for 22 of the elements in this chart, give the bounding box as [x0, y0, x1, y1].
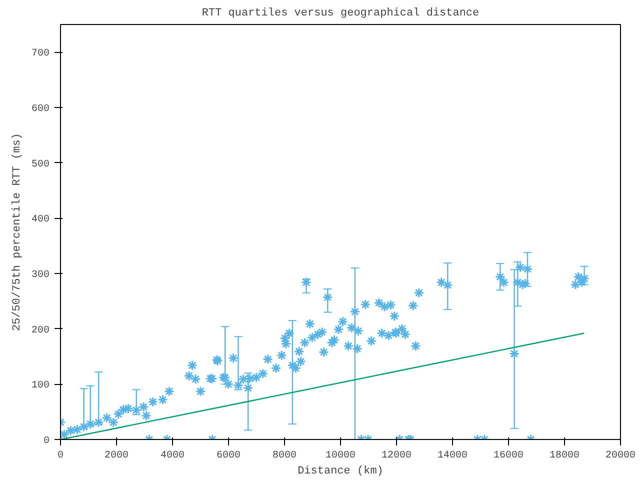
y-tick-label: 400 — [31, 214, 50, 226]
x-tick-label: 18000 — [550, 450, 580, 462]
x-tick-label: 2000 — [104, 450, 129, 462]
x-tick-label: 10000 — [326, 450, 356, 462]
x-tick-label: 6000 — [216, 450, 241, 462]
x-tick-label: 4000 — [160, 450, 185, 462]
y-axis-title: 25/50/75th percentile RTT (ms) — [11, 132, 24, 332]
x-tick-label: 12000 — [382, 450, 412, 462]
x-tick-label: 16000 — [494, 450, 524, 462]
x-tick-label: 14000 — [438, 450, 468, 462]
y-tick-label: 100 — [31, 380, 50, 392]
y-tick-label: 300 — [31, 270, 50, 281]
x-tick-label: 0 — [58, 450, 64, 462]
x-tick-label: 20000 — [606, 450, 636, 462]
y-tick-label: 500 — [31, 159, 50, 170]
x-axis-title: Distance (km) — [298, 466, 384, 478]
y-tick-label: 600 — [31, 104, 50, 115]
x-tick-label: 8000 — [272, 450, 297, 462]
y-tick-label: 700 — [31, 48, 50, 60]
y-tick-label: 0 — [44, 436, 50, 447]
chart-title: RTT quartiles versus geographical distance — [202, 8, 480, 20]
y-tick-label: 200 — [31, 325, 50, 336]
